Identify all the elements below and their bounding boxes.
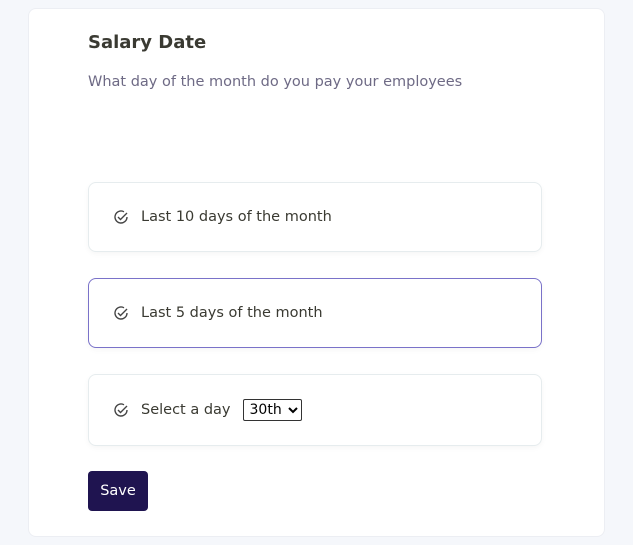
option-last-5-days[interactable]: Last 5 days of the month — [88, 278, 542, 348]
option-label: Select a day — [141, 402, 231, 418]
day-select[interactable]: 30th — [242, 399, 302, 421]
option-label: Last 5 days of the month — [141, 305, 323, 321]
check-circle-icon — [113, 209, 129, 225]
option-last-10-days[interactable]: Last 10 days of the month — [88, 182, 542, 252]
page-subtitle: What day of the month do you pay your em… — [88, 74, 463, 90]
save-button[interactable]: Save — [88, 471, 148, 511]
check-circle-icon — [113, 402, 129, 418]
page-title: Salary Date — [88, 32, 207, 53]
check-circle-icon — [113, 305, 129, 321]
option-select-a-day[interactable]: Select a day 30th — [88, 374, 542, 446]
salary-date-card — [28, 8, 605, 537]
option-label: Last 10 days of the month — [141, 209, 332, 225]
